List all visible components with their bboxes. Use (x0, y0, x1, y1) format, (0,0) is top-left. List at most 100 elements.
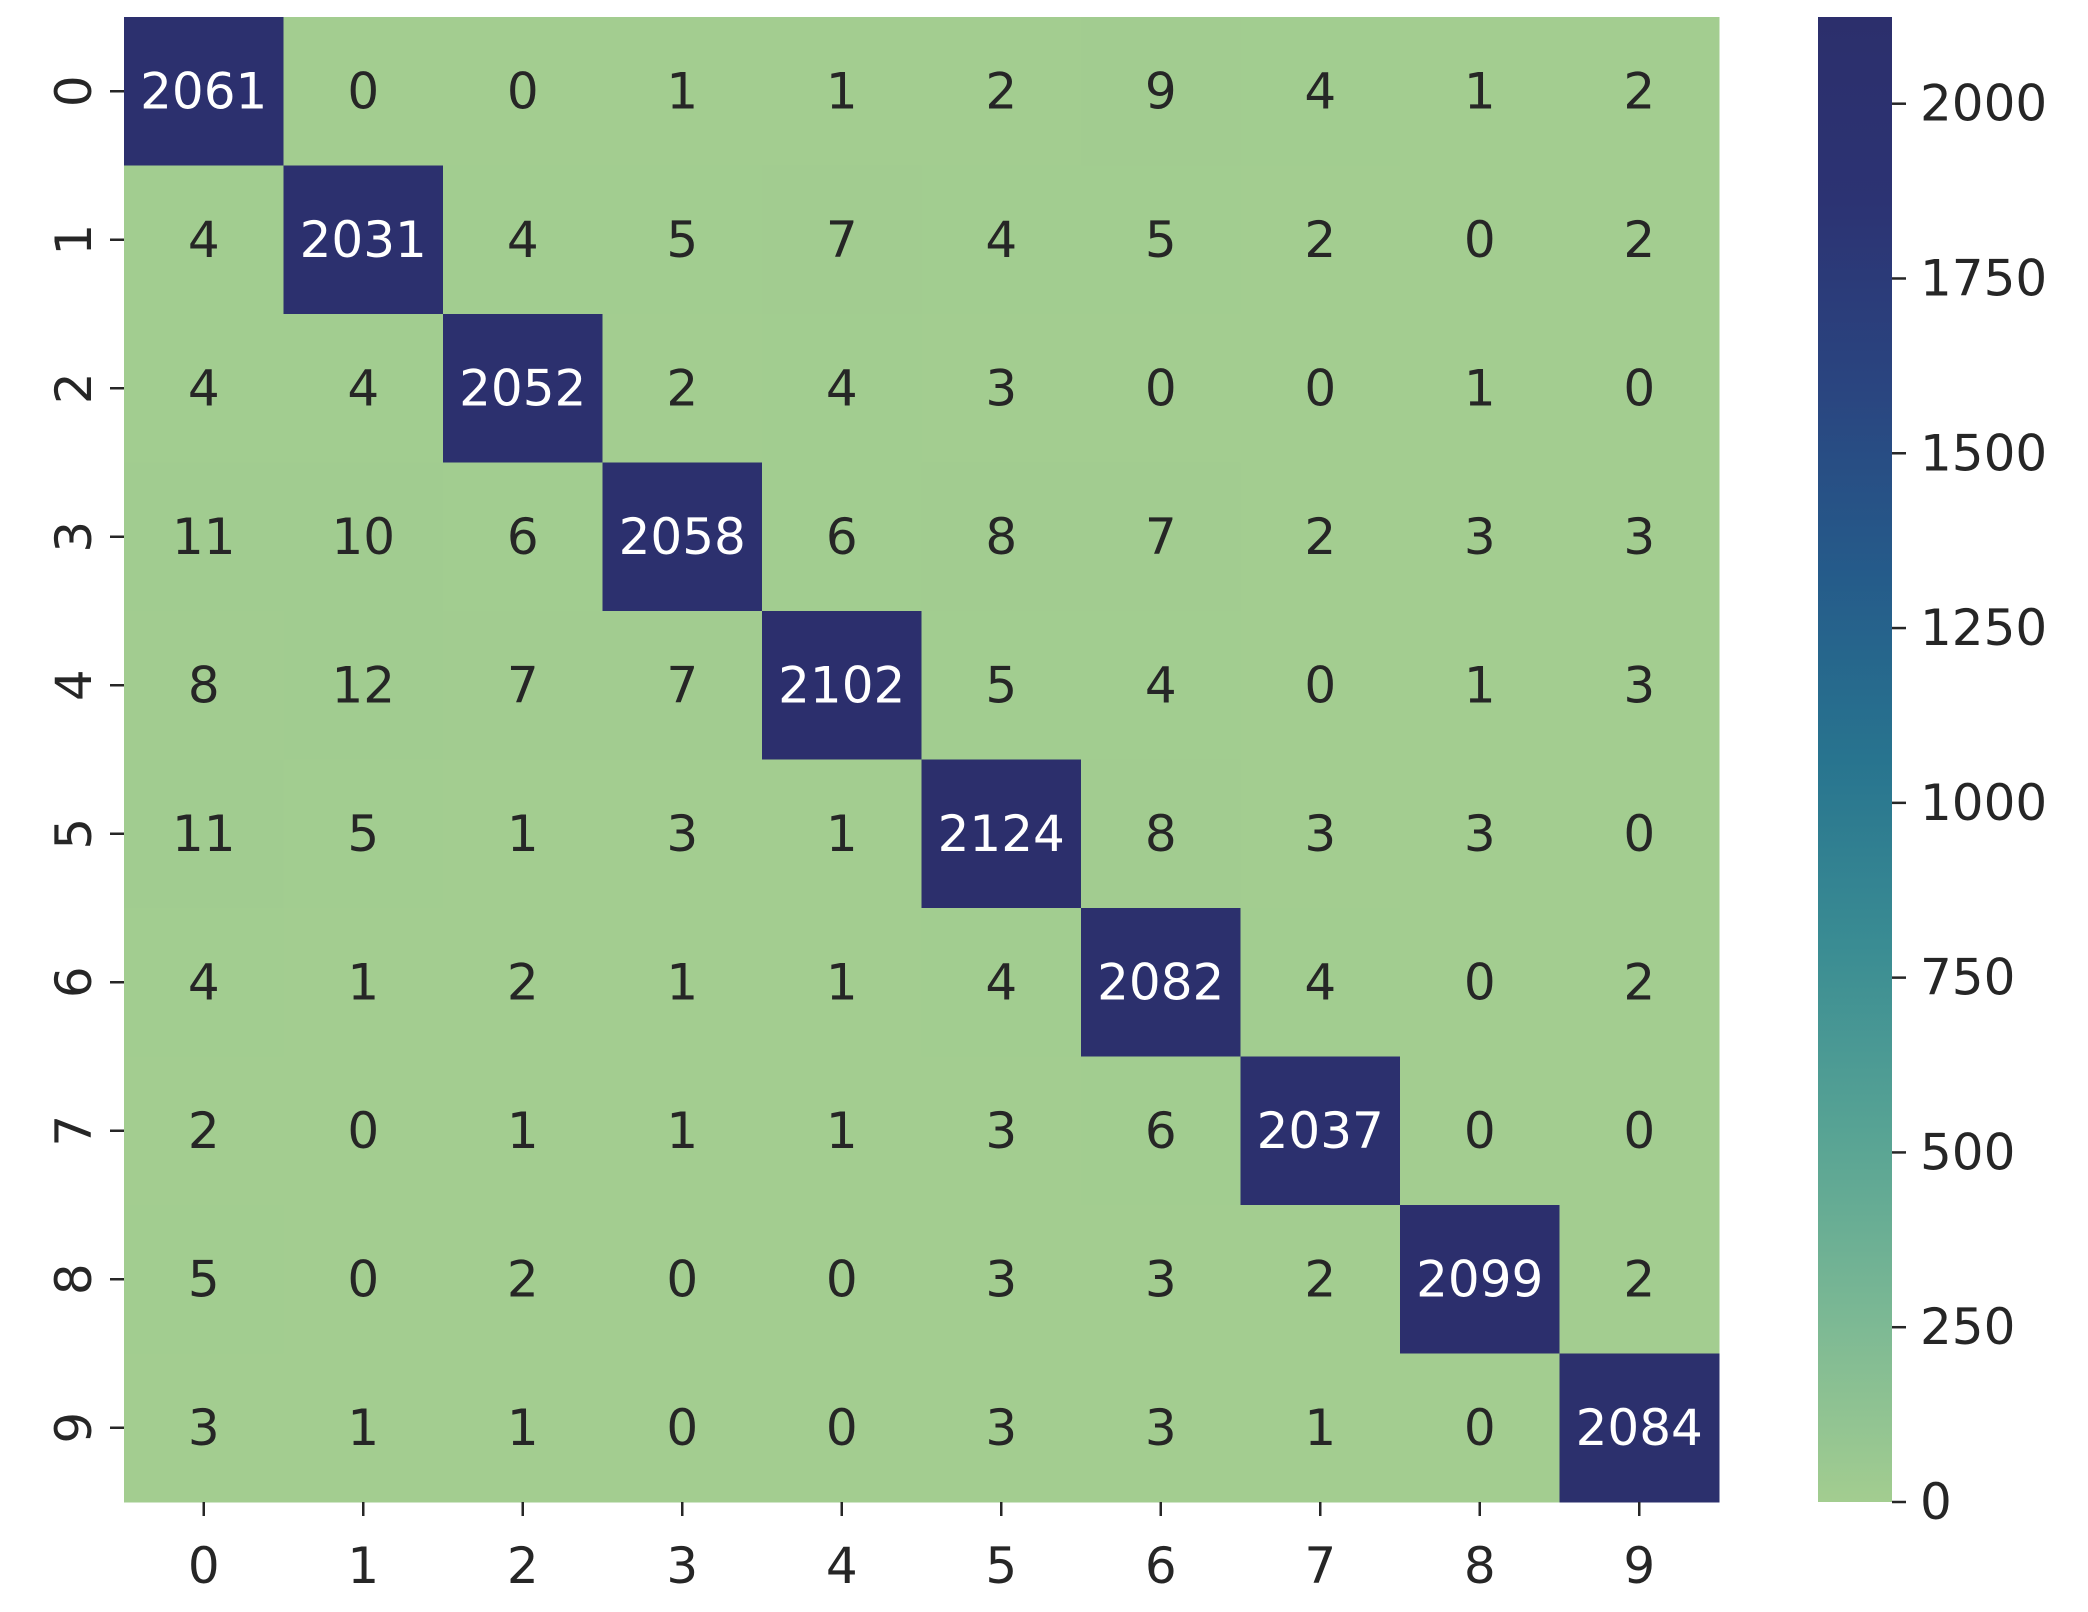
heatmap-cell (1081, 611, 1241, 760)
cell-label: 2 (507, 953, 539, 1011)
cell-label: 1 (507, 1102, 539, 1160)
heatmap-cell (921, 908, 1082, 1057)
heatmap-cell (762, 1205, 922, 1354)
cell-label: 1 (1464, 359, 1496, 417)
cell-label: 3 (1145, 1399, 1177, 1457)
cell-label: 2037 (1257, 1102, 1384, 1160)
cell-label: 0 (1464, 211, 1496, 269)
heatmap-cell (443, 759, 603, 909)
cell-label: 4 (188, 359, 220, 417)
heatmap-cell (124, 759, 284, 909)
y-tick-label: 5 (45, 818, 103, 850)
heatmap-cell (921, 1056, 1082, 1206)
y-tick-label: 4 (45, 669, 103, 701)
cell-label: 3 (1304, 805, 1336, 863)
cell-label: 1 (666, 953, 698, 1011)
cell-label: 1 (826, 62, 858, 120)
heatmap-cell (762, 314, 922, 463)
cell-label: 7 (826, 211, 858, 269)
heatmap-cell (921, 611, 1082, 760)
colorbar-tick-label: 750 (1920, 949, 2015, 1007)
heatmap-cell (602, 759, 763, 909)
heatmap-cell (1240, 759, 1401, 909)
heatmap-cell (762, 462, 922, 612)
colorbar-tick-label: 1750 (1920, 249, 2047, 307)
colorbar-tick-label: 1250 (1920, 599, 2047, 657)
heatmap-cell (1400, 165, 1560, 315)
heatmap-cell (762, 611, 922, 760)
cell-label: 0 (1464, 1399, 1496, 1457)
cell-label: 3 (985, 1250, 1017, 1308)
heatmap-cell (1400, 611, 1560, 760)
heatmap-cell (1240, 165, 1401, 315)
cell-label: 5 (1145, 211, 1177, 269)
heatmap-cell (1081, 1056, 1241, 1206)
cell-label: 2124 (938, 805, 1065, 863)
cell-label: 12 (331, 656, 395, 714)
heatmap-cell (1081, 908, 1241, 1057)
cell-label: 0 (1623, 1102, 1655, 1160)
y-tick-label: 7 (45, 1115, 103, 1147)
heatmap-cell (921, 1353, 1082, 1503)
cell-label: 4 (826, 359, 858, 417)
heatmap-cell (921, 759, 1082, 909)
heatmap-cell (602, 1205, 763, 1354)
heatmap-cell (1240, 1056, 1401, 1206)
heatmap-cell (602, 314, 763, 463)
heatmap-cell (921, 314, 1082, 463)
heatmap-cell (762, 1353, 922, 1503)
heatmap-cell (1081, 165, 1241, 315)
colorbar-tick-label: 250 (1920, 1298, 2015, 1356)
heatmap-cell (1240, 1205, 1401, 1354)
cell-label: 1 (507, 1399, 539, 1457)
x-tick-label: 4 (826, 1537, 858, 1595)
heatmap-cell (283, 1353, 444, 1503)
cell-label: 6 (826, 508, 858, 566)
cell-label: 0 (1145, 359, 1177, 417)
heatmap-cell (1240, 1353, 1401, 1503)
heatmap-cell (1559, 17, 1720, 166)
heatmap-cell (1081, 1205, 1241, 1354)
heatmap-cell (124, 17, 284, 166)
colorbar-tick-label: 500 (1920, 1123, 2015, 1181)
cell-label: 0 (1623, 805, 1655, 863)
cell-label: 5 (666, 211, 698, 269)
x-tick-label: 8 (1464, 1537, 1496, 1595)
cell-label: 0 (826, 1399, 858, 1457)
cell-label: 2082 (1097, 953, 1224, 1011)
cell-label: 3 (1145, 1250, 1177, 1308)
colorbar-tick-label: 0 (1920, 1473, 1952, 1531)
heatmap-cell (602, 462, 763, 612)
colorbar (1818, 17, 1892, 1502)
cell-label: 1 (1464, 62, 1496, 120)
cell-label: 3 (1623, 656, 1655, 714)
heatmap-cell (762, 165, 922, 315)
heatmap-cell (443, 1056, 603, 1206)
cell-label: 5 (347, 805, 379, 863)
cell-label: 4 (1304, 953, 1336, 1011)
heatmap-cell (283, 611, 444, 760)
cell-label: 4 (507, 211, 539, 269)
cell-label: 2052 (459, 359, 586, 417)
cell-label: 8 (985, 508, 1017, 566)
heatmap-cell (762, 1056, 922, 1206)
cell-label: 0 (826, 1250, 858, 1308)
heatmap-cell (602, 17, 763, 166)
cell-label: 2 (1623, 1250, 1655, 1308)
x-tick-label: 2 (507, 1537, 539, 1595)
cell-label: 0 (666, 1399, 698, 1457)
cell-label: 2058 (619, 508, 746, 566)
cell-label: 7 (666, 656, 698, 714)
cell-label: 7 (507, 656, 539, 714)
cell-label: 3 (666, 805, 698, 863)
cell-label: 8 (188, 656, 220, 714)
heatmap-cell (283, 908, 444, 1057)
heatmap-cell (443, 462, 603, 612)
cell-label: 2 (1304, 1250, 1336, 1308)
cell-label: 11 (172, 805, 236, 863)
heatmap-cell (124, 165, 284, 315)
heatmap-cell (921, 1205, 1082, 1354)
cell-label: 3 (1464, 805, 1496, 863)
heatmap-cell (1081, 462, 1241, 612)
